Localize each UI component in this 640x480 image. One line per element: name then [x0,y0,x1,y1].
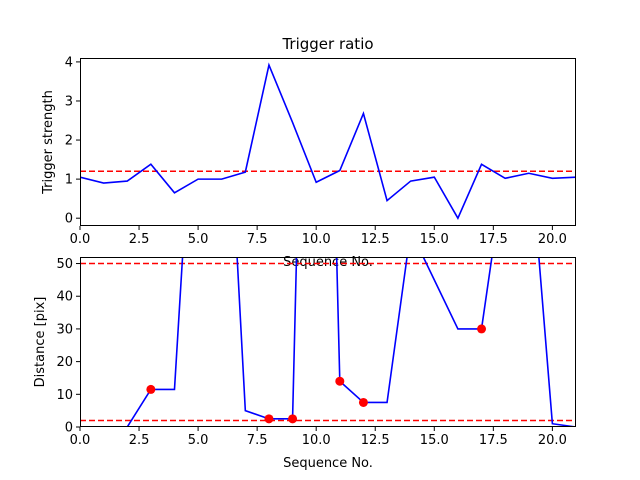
x-tick-label: 17.5 [479,433,508,448]
series-lines [80,257,576,427]
x-tick-label: 2.5 [129,433,150,448]
x-tick-label: 10.0 [302,433,331,448]
y-tick-label: 10 [56,388,73,403]
y-axis-label: Trigger strength [41,90,56,195]
y-tick-label: 4 [65,55,73,70]
x-tick-label: 2.5 [129,232,150,247]
trigger-marker [288,414,298,424]
x-ticks: 0.0 2.5 5.0 7.5 10.0 12.5 15.0 17.5 20.0 [70,226,567,247]
distance-panel: 0.0 2.5 5.0 7.5 10.0 12.5 15.0 17.5 20.0 0 10 20 30… [33,257,576,471]
y-ticks: 0 10 20 30 40 50 [56,257,80,436]
x-tick-label: 20.0 [538,433,567,448]
bottom-plot-frame [80,257,576,427]
trigger-ratio-panel: Trigger ratio 0.0 2.5 5.0 7.5 10.0 12.5 15.0 17… [41,35,576,270]
y-axis-label: Distance [pix] [33,297,48,388]
trigger-markers [146,324,487,424]
top-plot-frame [80,58,576,226]
x-tick-label: 10.0 [302,232,331,247]
x-tick-label: 20.0 [538,232,567,247]
series-line-0 [80,257,576,427]
x-tick-label: 0.0 [70,433,91,448]
x-ticks: 0.0 2.5 5.0 7.5 10.0 12.5 15.0 17.5 20.0 [70,427,567,448]
trigger-marker [358,397,368,407]
y-tick-label: 0 [65,421,73,436]
trigger-marker [477,324,487,334]
series-line-0 [80,62,576,220]
y-tick-label: 1 [65,173,73,188]
y-ticks: 0 1 2 3 4 [65,55,80,227]
trigger-marker [146,384,156,394]
plot-title: Trigger ratio [281,35,373,53]
trigger-marker [335,376,345,386]
threshold-lines [80,262,576,422]
x-tick-label: 12.5 [361,433,390,448]
x-tick-label: 7.5 [247,433,268,448]
x-tick-label: 17.5 [479,232,508,247]
x-tick-label: 5.0 [188,433,209,448]
x-tick-label: 12.5 [361,232,390,247]
y-tick-label: 0 [65,212,73,227]
x-axis-label: Sequence No. [283,456,373,471]
y-tick-label: 2 [65,134,73,149]
series-lines [80,62,576,220]
y-tick-label: 20 [56,355,73,370]
y-tick-label: 40 [56,290,73,305]
trigger-marker [264,414,274,424]
y-tick-label: 50 [56,257,73,272]
x-axis-label: Sequence No. [283,255,373,270]
y-tick-label: 3 [65,94,73,109]
x-tick-label: 7.5 [247,232,268,247]
x-tick-label: 15.0 [420,433,449,448]
x-tick-label: 15.0 [420,232,449,247]
y-tick-label: 30 [56,322,73,337]
x-tick-label: 5.0 [188,232,209,247]
x-tick-label: 0.0 [70,232,91,247]
